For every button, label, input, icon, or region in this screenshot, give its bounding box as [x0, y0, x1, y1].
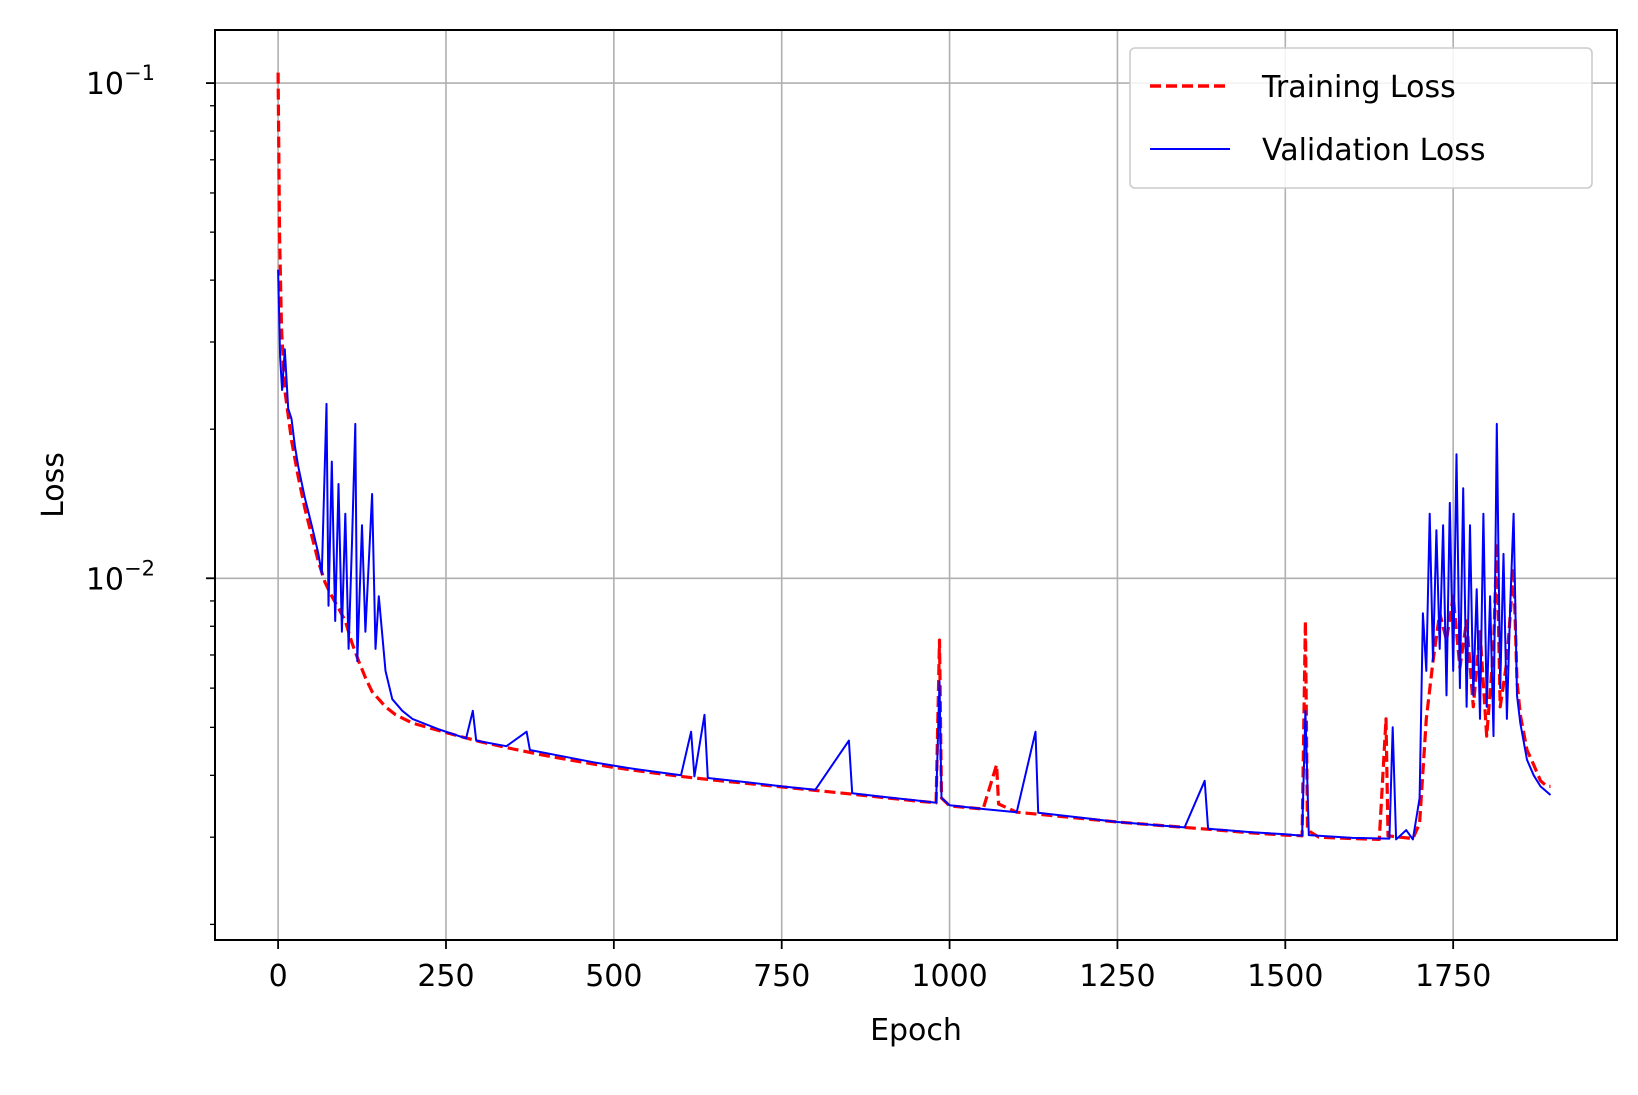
- x-tick-label: 1750: [1415, 959, 1491, 994]
- x-tick-label: 1500: [1247, 959, 1323, 994]
- x-axis-label: Epoch: [870, 1013, 962, 1048]
- series-layer: [276, 72, 1552, 841]
- x-tick-label: 0: [269, 959, 288, 994]
- x-tick-label: 250: [417, 959, 474, 994]
- y-tick-label: 10−1: [86, 61, 155, 102]
- plot-frame: [214, 29, 1618, 941]
- legend: Training Loss Validation Loss: [1129, 47, 1593, 189]
- legend-box: [1129, 47, 1593, 189]
- x-tick-label: 750: [753, 959, 810, 994]
- axis-ticks: 0 250 500 750 1000 1250 1500 1750 10−1 10−2: [86, 61, 1492, 994]
- legend-label: Training Loss: [1261, 70, 1456, 105]
- y-axis-label: Loss: [36, 452, 71, 518]
- x-tick-label: 500: [585, 959, 642, 994]
- y-tick-label: 10−2: [86, 556, 155, 597]
- series-line-validation-loss: [277, 269, 1552, 841]
- x-tick-label: 1250: [1079, 959, 1155, 994]
- x-tick-label: 1000: [911, 959, 987, 994]
- legend-label: Validation Loss: [1262, 133, 1485, 168]
